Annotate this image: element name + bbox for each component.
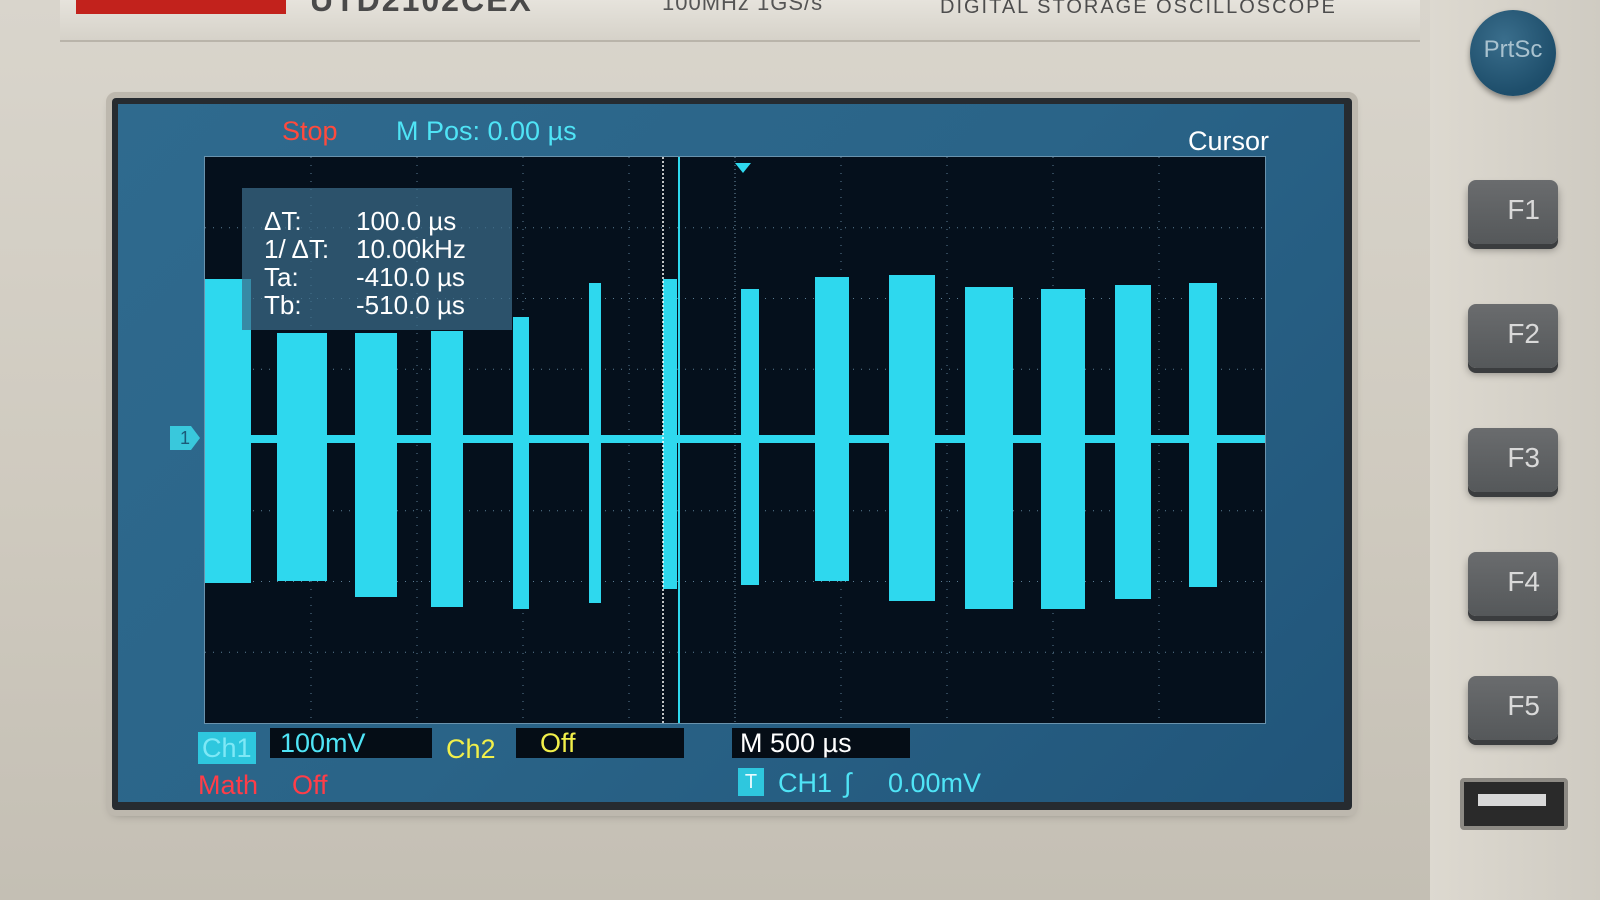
m-position: M Pos: 0.00 µs bbox=[396, 116, 577, 146]
timebase: M 500 µs bbox=[732, 728, 910, 758]
ta-row: Ta: -410.0 µs bbox=[264, 262, 465, 293]
trigger-icon: T bbox=[738, 768, 764, 796]
f1-button[interactable]: F1 bbox=[1468, 180, 1558, 244]
oscilloscope-screen: Stop M Pos: 0.00 µs Cursor 1 ΔT: 100.0 µs… bbox=[118, 104, 1344, 802]
waveform-burst bbox=[277, 333, 327, 581]
inv-delta-t-value: 10.00kHz bbox=[356, 234, 466, 264]
tb-row: Tb: -510.0 µs bbox=[264, 290, 465, 321]
waveform-burst bbox=[589, 283, 601, 603]
model-name: UTD2102CEX bbox=[310, 0, 533, 18]
f3-button[interactable]: F3 bbox=[1468, 428, 1558, 492]
trace-baseline bbox=[205, 435, 1265, 443]
ch2-tag[interactable]: Ch2 bbox=[446, 734, 496, 764]
waveform-burst bbox=[889, 275, 935, 601]
waveform-burst bbox=[663, 279, 677, 589]
waveform-burst bbox=[965, 287, 1013, 609]
ta-label: Ta: bbox=[264, 262, 299, 292]
trigger-edge-icon: ∫ bbox=[844, 768, 852, 798]
inv-delta-t-row: 1/ ΔT: 10.00kHz bbox=[264, 234, 466, 265]
trigger-position-icon bbox=[735, 163, 751, 173]
usb-port[interactable] bbox=[1460, 778, 1568, 830]
f5-button[interactable]: F5 bbox=[1468, 676, 1558, 740]
tb-label: Tb: bbox=[264, 290, 302, 320]
ch2-state: Off bbox=[516, 728, 684, 758]
delta-t-row: ΔT: 100.0 µs bbox=[264, 206, 456, 237]
run-state: Stop bbox=[282, 116, 338, 146]
waveform-burst bbox=[355, 333, 397, 597]
usb-slot bbox=[1478, 794, 1546, 806]
waveform-burst bbox=[741, 289, 759, 585]
menu-title: Cursor bbox=[1188, 126, 1270, 156]
inv-delta-t-label: 1/ ΔT: bbox=[264, 234, 330, 264]
waveform-burst bbox=[1189, 283, 1217, 587]
top-bezel bbox=[60, 0, 1420, 42]
trigger-source: CH1 bbox=[778, 768, 833, 798]
f2-button[interactable]: F2 bbox=[1468, 304, 1558, 368]
waveform-burst bbox=[1041, 289, 1085, 609]
tb-value: -510.0 µs bbox=[356, 290, 465, 320]
waveform-burst bbox=[815, 277, 849, 581]
prtsc-button[interactable]: PrtSc bbox=[1470, 10, 1556, 96]
waveform-area bbox=[204, 156, 1266, 724]
trigger-level: 0.00mV bbox=[888, 768, 982, 798]
math-label[interactable]: Math bbox=[198, 770, 259, 800]
product-line: DIGITAL STORAGE OSCILLOSCOPE bbox=[940, 0, 1337, 18]
delta-t-value: 100.0 µs bbox=[356, 206, 457, 236]
spec-text: 100MHz 1GS/s bbox=[662, 0, 824, 15]
f4-button[interactable]: F4 bbox=[1468, 552, 1558, 616]
ta-value: -410.0 µs bbox=[356, 262, 465, 292]
waveform-burst bbox=[513, 317, 529, 609]
ch1-tag[interactable]: Ch1 bbox=[198, 732, 256, 764]
delta-t-label: ΔT: bbox=[264, 206, 302, 236]
cursor-measurements: ΔT: 100.0 µs 1/ ΔT: 10.00kHz Ta: -410.0 µs … bbox=[242, 188, 512, 330]
brand-logo bbox=[76, 0, 286, 14]
waveform-burst bbox=[431, 331, 463, 607]
math-state: Off bbox=[292, 770, 328, 800]
channel1-ground-marker[interactable]: 1 bbox=[170, 426, 200, 450]
waveform-burst bbox=[1115, 285, 1151, 599]
ch1-scale: 100mV bbox=[270, 728, 432, 758]
